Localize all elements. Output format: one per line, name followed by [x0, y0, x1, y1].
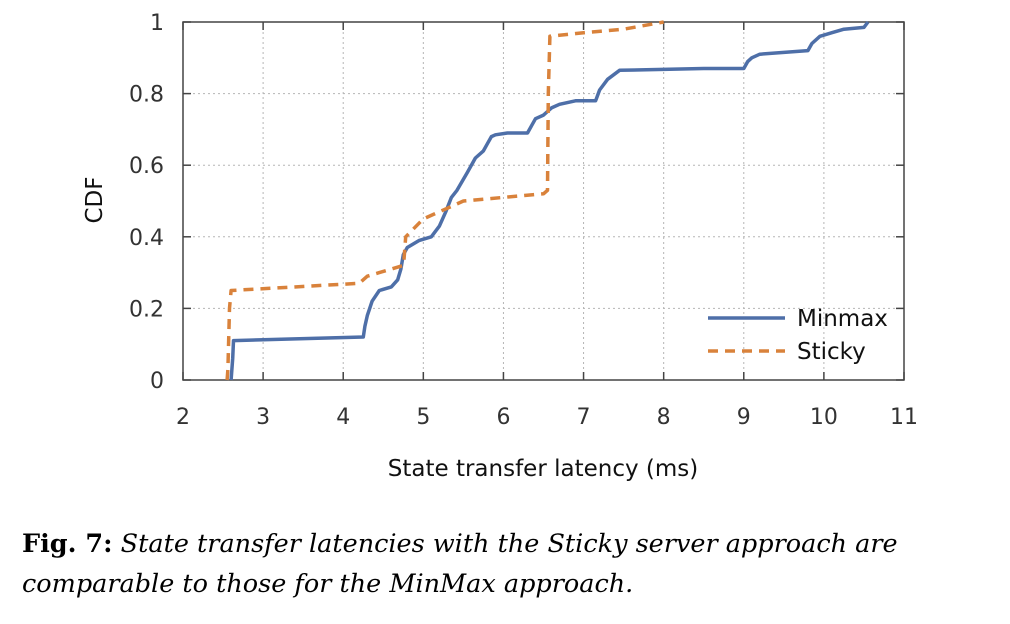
x-tick-label: 6	[496, 405, 510, 430]
series-line-minmax	[229, 20, 870, 381]
plot-frame	[182, 21, 905, 381]
x-axis-title: State transfer latency (ms)	[388, 456, 698, 482]
x-tick-label: 11	[890, 405, 918, 430]
caption-label: Fig. 7:	[22, 529, 113, 559]
y-tick-label: 0	[150, 369, 164, 394]
x-tick-label: 3	[256, 405, 270, 430]
x-tick-label: 2	[176, 405, 190, 430]
legend: Minmax Sticky	[708, 306, 888, 365]
legend-label-minmax: Minmax	[797, 306, 888, 332]
y-tick-label: 0.8	[129, 83, 164, 108]
x-tick-label: 4	[336, 405, 350, 430]
x-tick-label: 8	[657, 405, 671, 430]
figure-caption: Fig. 7: State transfer latencies with th…	[22, 524, 992, 604]
x-tick-label: 7	[577, 405, 591, 430]
y-axis-title: CDF	[82, 177, 108, 224]
x-tick-label: 5	[416, 405, 430, 430]
x-tick-label: 10	[810, 405, 838, 430]
y-tick-label: 1	[150, 11, 164, 36]
y-tick-label: 0.6	[129, 154, 164, 179]
series-line-sticky	[225, 20, 665, 381]
grid-lines	[183, 22, 904, 380]
series-lines	[225, 20, 870, 381]
legend-label-sticky: Sticky	[797, 339, 866, 365]
y-tick-label: 0.2	[129, 297, 164, 322]
axes	[182, 21, 905, 381]
tick-labels: 2 3 4 5 6 7 8 9 10 11 0 0.2 0.4 0.6 0.8 1	[129, 11, 918, 430]
caption-text: State transfer latencies with the Sticky…	[22, 529, 898, 599]
x-tick-label: 9	[737, 405, 751, 430]
y-tick-label: 0.4	[129, 226, 164, 251]
